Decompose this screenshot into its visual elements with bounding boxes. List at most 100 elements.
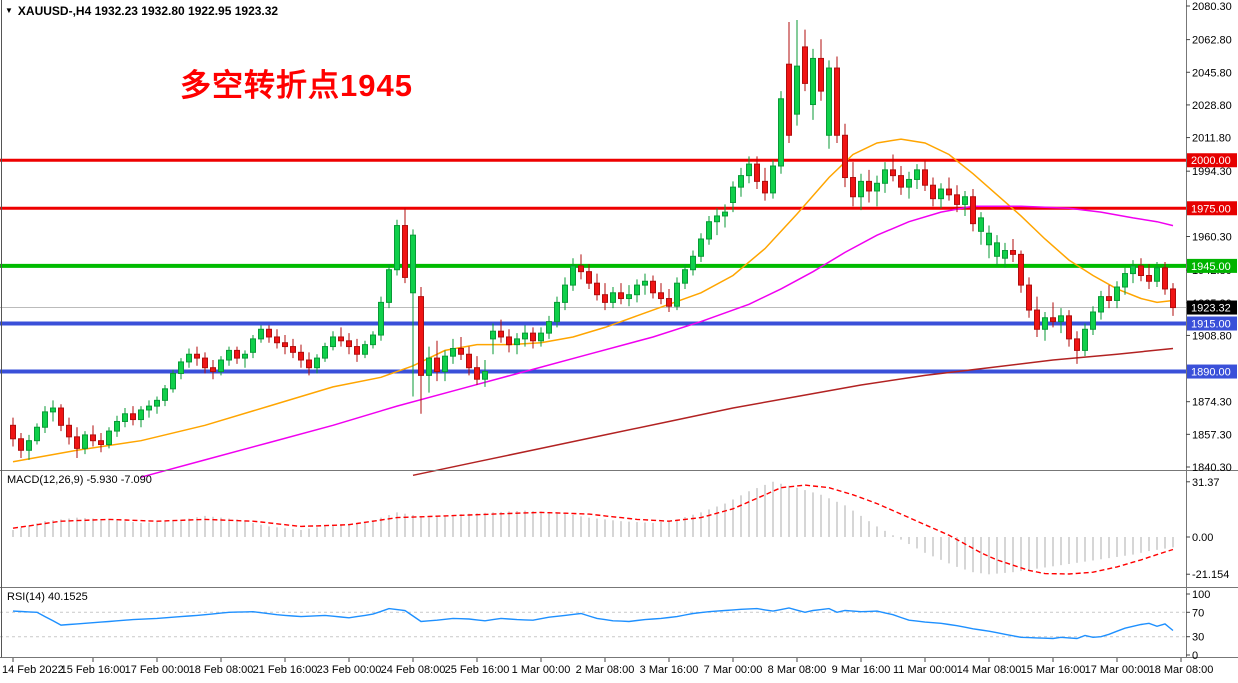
- candle-body: [122, 413, 128, 422]
- time-tick-label: 18 Feb 08:00: [189, 664, 254, 676]
- candle-body: [866, 180, 872, 192]
- candle-body: [770, 165, 776, 194]
- candle-body: [1002, 250, 1008, 259]
- candle-body: [586, 271, 592, 284]
- candle-body: [186, 353, 192, 363]
- price-tick-label: 1908.80: [1192, 330, 1232, 342]
- candle-body: [594, 282, 600, 296]
- time-tick-label: 23 Feb 00:00: [317, 664, 382, 676]
- candle-body: [114, 420, 120, 432]
- candle-body: [634, 284, 640, 296]
- candle-body: [458, 347, 464, 355]
- candle-body: [338, 336, 344, 342]
- candle-body: [834, 67, 840, 136]
- price-tag-label: 1945.00: [1191, 261, 1231, 273]
- macd-tick-label: -21.154: [1192, 569, 1229, 581]
- candle-body: [106, 430, 112, 446]
- time-tick-label: 17 Mar 00:00: [1085, 664, 1150, 676]
- ma-mid-magenta: [140, 205, 1174, 478]
- candle-body: [394, 225, 400, 271]
- time-tick-label: 15 Feb 16:00: [61, 664, 126, 676]
- candle-body: [970, 196, 976, 225]
- candle-body: [850, 177, 856, 198]
- candle-body: [10, 424, 16, 440]
- candle-body: [234, 349, 240, 359]
- candle-body: [66, 424, 72, 438]
- candle-body: [890, 169, 896, 177]
- candle-body: [274, 336, 280, 344]
- rsi-pane: [0, 607, 1186, 640]
- macd-tick-label: 31.37: [1192, 477, 1220, 489]
- candle-body: [434, 357, 440, 373]
- candle-body: [1146, 274, 1152, 282]
- candle-body: [602, 294, 608, 303]
- candle-body: [826, 67, 832, 136]
- time-tick-label: 9 Mar 16:00: [832, 664, 891, 676]
- candle-body: [530, 332, 536, 342]
- rsi-axis: 100 70 30 0: [1186, 589, 1210, 662]
- price-tag-label: 1915.00: [1191, 319, 1231, 331]
- candle-body: [946, 188, 952, 196]
- candle-body: [786, 63, 792, 136]
- time-tick-label: 8 Mar 08:00: [768, 664, 827, 676]
- price-tag: [1187, 364, 1237, 379]
- candle-body: [1130, 265, 1136, 275]
- candle-body: [354, 346, 360, 355]
- price-tick-label: 1994.30: [1192, 166, 1232, 178]
- macd-signal-line: [12, 484, 1174, 575]
- time-tick-label: 7 Mar 00:00: [704, 664, 763, 676]
- candle-body: [546, 321, 552, 334]
- time-tick-label: 18 Mar 08:00: [1149, 664, 1214, 676]
- candle-body: [42, 411, 48, 428]
- candle-body: [450, 347, 456, 357]
- candle-body: [874, 182, 880, 192]
- candle-body: [218, 359, 224, 373]
- candle-body: [498, 330, 504, 338]
- candle-body: [1042, 317, 1048, 330]
- candle-body: [922, 169, 928, 186]
- candle-body: [386, 269, 392, 303]
- candle-body: [258, 328, 264, 340]
- candle-body: [306, 359, 312, 369]
- candle-body: [162, 388, 168, 401]
- candle-body: [578, 265, 584, 273]
- candle-body: [818, 57, 824, 92]
- time-tick-label: 25 Feb 16:00: [445, 664, 510, 676]
- candle-body: [570, 265, 576, 286]
- candle-body: [194, 353, 200, 359]
- time-tick-label: 17 Feb 00:00: [125, 664, 190, 676]
- candle-body: [802, 46, 808, 84]
- candle-body: [226, 349, 232, 361]
- candle-body: [1074, 338, 1080, 351]
- candle-body: [170, 372, 176, 390]
- candle-body: [322, 346, 328, 359]
- price-tick-label: 2080.30: [1192, 1, 1232, 13]
- candle-body: [266, 328, 272, 338]
- candle-body: [138, 409, 144, 421]
- dropdown-triangle-icon[interactable]: ▼: [5, 6, 13, 15]
- candle-body: [762, 180, 768, 194]
- candle-body: [1010, 250, 1016, 255]
- chart-annotation-text[interactable]: 多空转折点1945: [180, 68, 413, 103]
- candle-body: [1082, 328, 1088, 351]
- horizontal-level-lines[interactable]: [0, 158, 1186, 374]
- price-tag-label: 1890.00: [1191, 367, 1231, 379]
- candle-body: [378, 301, 384, 336]
- time-tick-label: 1 Mar 00:00: [512, 664, 571, 676]
- candle-body: [1122, 273, 1128, 288]
- candle-body: [154, 399, 160, 407]
- macd-axis: 31.37 0.00 -21.154: [1186, 477, 1229, 581]
- candle-body: [914, 169, 920, 180]
- time-tick-label: 11 Mar 00:00: [893, 664, 957, 676]
- candle-body: [962, 196, 968, 205]
- price-tags: 2000.00 1975.00 1945.00 1923.32 1915.00 1890.…: [1187, 153, 1237, 379]
- candle-body: [402, 225, 408, 278]
- candle-body: [298, 351, 304, 361]
- candle-body: [986, 232, 992, 246]
- candle-body: [754, 163, 760, 182]
- candle-body: [490, 330, 496, 340]
- candles-layer: [10, 20, 1176, 460]
- candle-body: [482, 371, 488, 380]
